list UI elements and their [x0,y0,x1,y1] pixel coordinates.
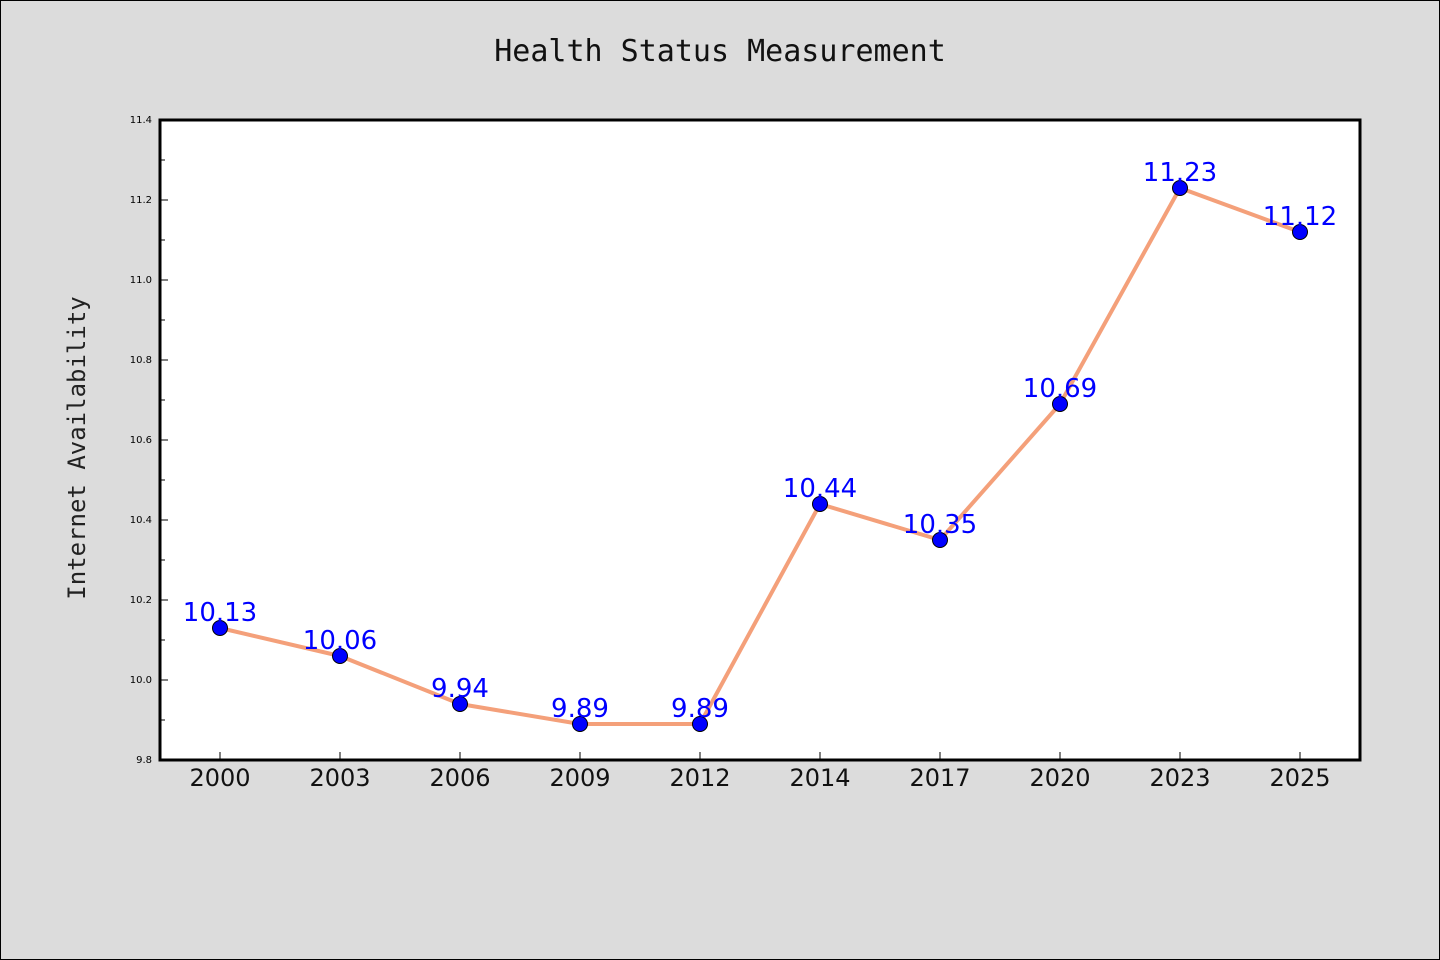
x-tick-label: 2009 [549,764,610,792]
chart-title: Health Status Measurement [494,34,946,69]
y-tick-label: 10.6 [130,435,152,446]
y-tick-label: 10.8 [130,355,152,366]
x-tick-label: 2020 [1029,764,1090,792]
data-label: 9.89 [551,694,609,724]
series-line [219,186,1301,726]
x-tick-label: 2014 [789,764,850,792]
series-group [212,180,1308,732]
x-tick-label: 2012 [669,764,730,792]
data-point [1172,180,1188,196]
y-tick-label: 10.0 [130,675,152,686]
data-point [572,716,588,732]
data-point [1292,224,1308,240]
data-point [332,648,348,664]
y-axis: 9.8 10.0 10.2 10.4 10.6 10.8 11.0 11.2 11.4 [130,115,168,766]
data-label: 10.35 [903,510,977,540]
data-label: 11.12 [1263,202,1337,232]
y-tick-label: 11.0 [130,275,152,286]
data-point [452,696,468,712]
data-label: 10.13 [183,598,257,628]
x-tick-label: 2023 [1149,764,1210,792]
data-labels: 10.13 10.06 9.94 9.89 9.89 10.44 10.35 10.69 11.… [183,158,1337,724]
data-label: 9.89 [671,694,729,724]
x-tick-label: 2006 [429,764,490,792]
data-point [692,716,708,732]
data-point [932,532,948,548]
x-tick-label: 2017 [909,764,970,792]
data-label: 10.69 [1023,374,1097,404]
data-label: 11.23 [1143,158,1217,188]
y-tick-label: 10.2 [130,595,152,606]
data-point [212,620,228,636]
data-label: 10.44 [783,474,857,504]
y-tick-label: 11.4 [130,115,152,126]
x-axis: 2000 2003 2006 2009 2012 2014 2017 2020 2023 2025 [189,752,1331,792]
x-tick-label: 2025 [1269,764,1330,792]
y-tick-label: 11.2 [130,195,152,206]
data-point [812,496,828,512]
data-label: 9.94 [431,674,489,704]
x-tick-label: 2003 [309,764,370,792]
x-tick-label: 2000 [189,764,250,792]
y-tick-label: 9.8 [136,755,152,766]
y-tick-label: 10.4 [130,515,152,526]
data-label: 10.06 [303,626,377,656]
data-point [1052,396,1068,412]
